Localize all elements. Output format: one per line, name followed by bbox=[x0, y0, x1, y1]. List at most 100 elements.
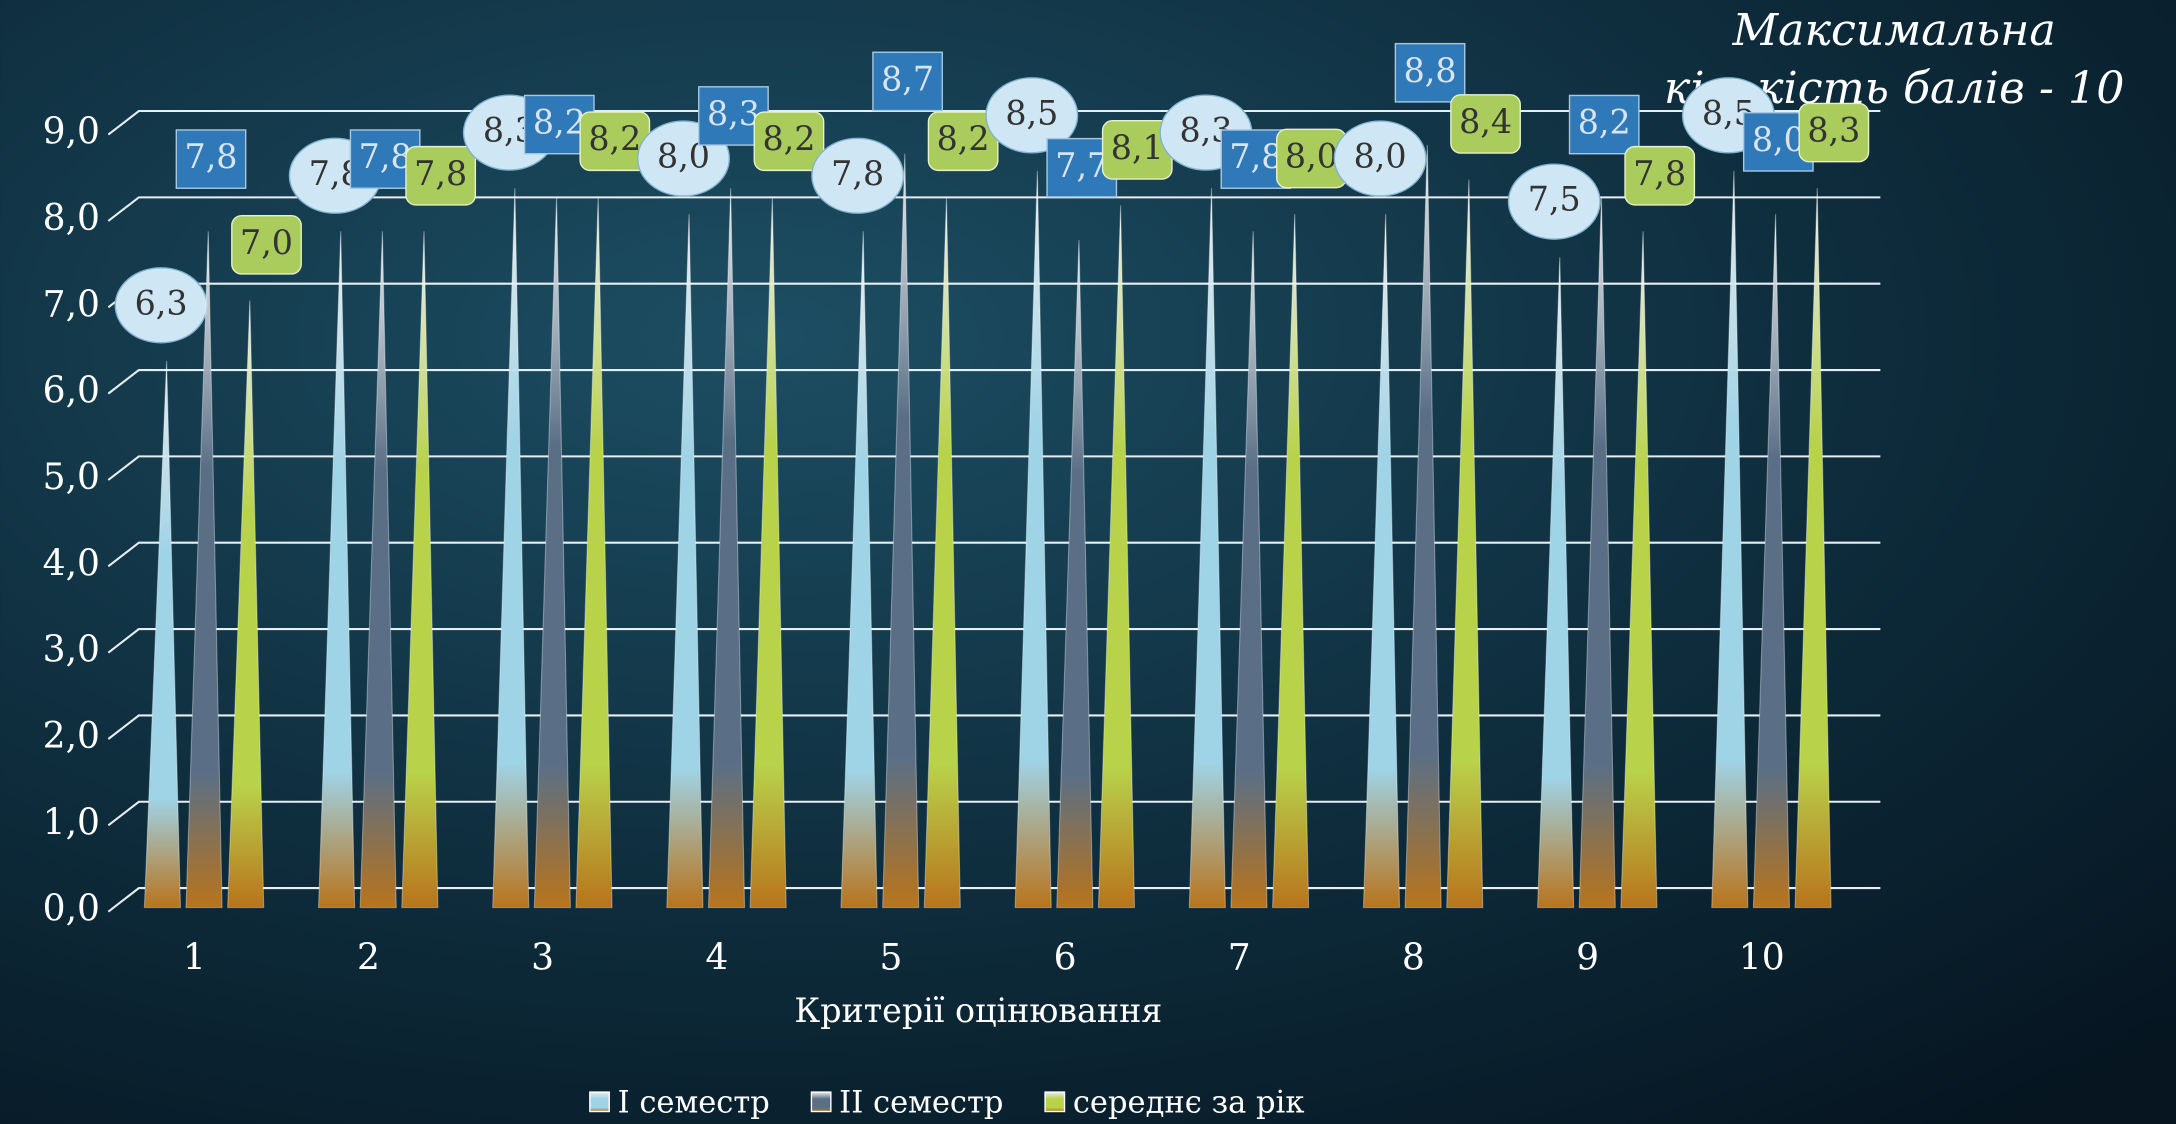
data-label: 8,4 bbox=[1459, 102, 1512, 141]
pyramid-bar bbox=[401, 231, 439, 909]
pyramid-bar bbox=[1230, 231, 1268, 909]
pyramid-bar bbox=[1537, 257, 1575, 909]
legend-marker bbox=[1044, 1091, 1066, 1113]
data-label-callout bbox=[1507, 163, 1601, 240]
pyramid-bar bbox=[533, 196, 571, 909]
x-tick-label: 5 bbox=[879, 936, 902, 978]
data-label-box bbox=[753, 111, 825, 172]
y-tick-label: 1,0 bbox=[43, 801, 100, 843]
grid-line bbox=[107, 369, 1881, 395]
data-label: 8,3 bbox=[707, 94, 760, 133]
y-tick-label: 6,0 bbox=[43, 370, 100, 412]
pyramid-bar bbox=[1056, 239, 1094, 909]
legend-label: II семестр bbox=[839, 1086, 1003, 1121]
pyramid-bar bbox=[1711, 170, 1749, 909]
data-label-callout bbox=[811, 137, 905, 214]
data-label: 8,8 bbox=[1404, 51, 1457, 90]
x-tick-label: 4 bbox=[705, 936, 728, 978]
data-label: 8,2 bbox=[588, 119, 641, 158]
legend-label: середнє за рік bbox=[1073, 1086, 1305, 1121]
pyramid-bar bbox=[1362, 213, 1401, 909]
data-label-box bbox=[175, 129, 247, 189]
data-label-callout bbox=[1333, 120, 1427, 197]
pyramid-bar bbox=[143, 360, 182, 909]
pyramid-bar bbox=[923, 196, 961, 909]
data-label: 6,3 bbox=[135, 283, 188, 322]
data-label: 8,3 bbox=[1807, 111, 1860, 150]
pyramid-bar bbox=[1446, 179, 1484, 909]
data-label: 8,2 bbox=[1578, 103, 1631, 142]
data-label: 7,8 bbox=[831, 154, 884, 193]
grid-line bbox=[107, 196, 1881, 222]
data-label: 7,8 bbox=[359, 137, 412, 176]
data-label: 8,0 bbox=[1354, 137, 1407, 176]
legend-label: I семестр bbox=[618, 1086, 770, 1121]
data-label-box bbox=[1624, 145, 1696, 206]
data-label: 8,2 bbox=[762, 119, 815, 158]
data-label: 8,2 bbox=[533, 103, 586, 142]
data-label: 7,8 bbox=[1633, 154, 1686, 193]
pyramid-bar bbox=[707, 188, 746, 909]
pyramid-bar bbox=[882, 153, 920, 909]
grid-line bbox=[107, 455, 1881, 481]
pyramid-bar bbox=[1404, 144, 1442, 909]
pyramid-bar bbox=[492, 188, 530, 909]
pyramid-bar bbox=[1752, 213, 1791, 909]
data-label: 7,8 bbox=[185, 137, 238, 176]
data-label-callout bbox=[985, 77, 1079, 154]
data-label-box bbox=[1394, 42, 1466, 103]
grid-line bbox=[107, 109, 1881, 136]
pyramid-bar bbox=[1794, 188, 1832, 909]
data-label-box bbox=[1568, 94, 1640, 155]
pyramid-bar bbox=[1014, 170, 1052, 909]
pyramid-bar bbox=[1188, 188, 1226, 909]
pyramid-bar bbox=[359, 231, 397, 909]
data-label: 8,0 bbox=[1285, 137, 1338, 176]
x-tick-label: 6 bbox=[1054, 936, 1077, 978]
y-tick-label: 0,0 bbox=[43, 888, 100, 930]
y-tick-label: 5,0 bbox=[43, 456, 100, 498]
y-tick-label: 3,0 bbox=[43, 629, 100, 671]
data-label: 8,2 bbox=[937, 119, 990, 158]
x-tick-label: 7 bbox=[1228, 936, 1251, 978]
data-label: 7,5 bbox=[1528, 180, 1581, 219]
x-axis-title: Критерії оцінювання bbox=[794, 991, 1162, 1030]
pyramid-bar bbox=[1578, 196, 1616, 909]
y-tick-label: 4,0 bbox=[43, 542, 100, 584]
y-tick-label: 9,0 bbox=[43, 111, 100, 153]
pyramid-bar bbox=[227, 300, 265, 909]
legend-marker bbox=[589, 1091, 610, 1113]
data-label: 7,7 bbox=[1055, 146, 1108, 185]
legend-marker bbox=[810, 1091, 832, 1113]
data-label-box bbox=[405, 145, 477, 206]
data-label-box bbox=[231, 215, 302, 275]
pyramid-bar bbox=[1271, 213, 1310, 909]
data-label: 8,5 bbox=[1005, 93, 1058, 132]
data-label-box bbox=[1450, 94, 1521, 154]
pyramid-bar bbox=[1097, 205, 1136, 909]
annotation-line: Максимальна bbox=[1732, 5, 2056, 56]
pyramid-bar bbox=[666, 213, 704, 909]
pyramid-bar bbox=[575, 196, 613, 909]
data-label: 7,0 bbox=[240, 223, 293, 262]
data-label: 8,0 bbox=[1752, 120, 1805, 159]
pyramid-bar bbox=[317, 231, 356, 909]
pyramid-bar bbox=[185, 231, 223, 909]
data-label: 7,8 bbox=[1229, 137, 1282, 176]
x-tick-label: 9 bbox=[1576, 936, 1599, 978]
data-label: 8,1 bbox=[1111, 128, 1164, 167]
data-label-box bbox=[1798, 102, 1870, 163]
x-tick-label: 3 bbox=[531, 936, 554, 978]
x-tick-label: 1 bbox=[183, 936, 206, 978]
data-label: 7,8 bbox=[414, 154, 467, 193]
y-tick-label: 8,0 bbox=[43, 197, 100, 239]
legend: I семестр II семестр середнє за рік bbox=[589, 1086, 1305, 1121]
y-tick-label: 7,0 bbox=[43, 283, 100, 325]
x-tick-label: 8 bbox=[1402, 936, 1425, 978]
x-tick-label: 2 bbox=[357, 936, 380, 978]
y-tick-label: 2,0 bbox=[43, 715, 100, 757]
data-label: 8,7 bbox=[881, 59, 934, 98]
data-label-box bbox=[872, 51, 943, 112]
x-tick-label: 10 bbox=[1739, 936, 1785, 978]
